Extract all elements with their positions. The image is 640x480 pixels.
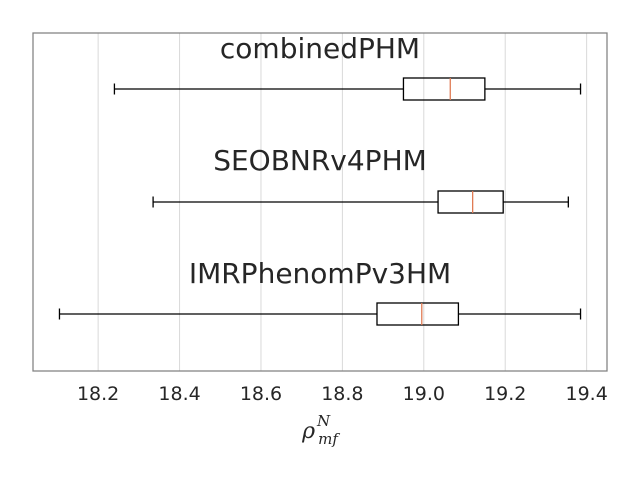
x-tick-label: 18.4 (158, 383, 200, 405)
series-label: SEOBNRv4PHM (213, 144, 427, 177)
box-series (113, 77, 582, 101)
x-tick-label: 18.8 (321, 383, 363, 405)
box-iqr (376, 302, 460, 326)
x-tick-label: 19.0 (403, 383, 445, 405)
series-label: combinedPHM (220, 32, 420, 65)
series-labels: combinedPHM SEOBNRv4PHM IMRPhenomPv3HM (189, 32, 451, 290)
box-group (58, 77, 582, 326)
box-iqr (437, 190, 504, 214)
box-series (58, 302, 582, 326)
x-tick-label: 19.2 (484, 383, 526, 405)
x-tick-label: 18.6 (240, 383, 282, 405)
x-tick-label: 19.4 (565, 383, 607, 405)
x-tick-labels: 18.2 18.4 18.6 18.8 19.0 19.2 19.4 (77, 383, 608, 405)
x-tick-label: 18.2 (77, 383, 119, 405)
series-label: IMRPhenomPv3HM (189, 257, 451, 290)
x-axis-label-sup: N (316, 412, 331, 430)
x-axis-label-sub: mf (318, 430, 340, 448)
box-series (152, 190, 569, 214)
box-iqr (402, 77, 486, 101)
x-axis-label-base: ρ (301, 419, 315, 444)
plot-frame (32, 32, 608, 372)
